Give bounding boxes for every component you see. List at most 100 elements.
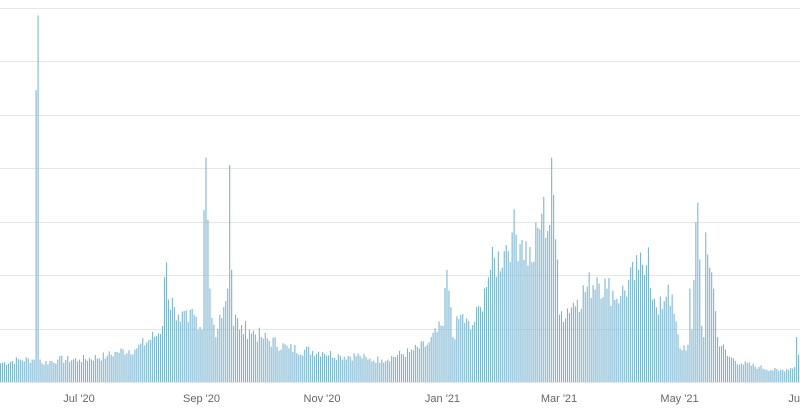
bar — [144, 345, 146, 382]
bar — [201, 329, 203, 382]
bar — [308, 346, 310, 382]
bar — [59, 356, 61, 382]
bar — [768, 371, 770, 382]
bar — [160, 334, 162, 382]
bar — [65, 360, 67, 382]
bar — [414, 344, 416, 382]
bar — [687, 344, 689, 382]
bar — [509, 262, 511, 382]
x-tick-label: Sep '20 — [183, 393, 220, 405]
bar — [37, 15, 39, 382]
bar — [736, 364, 738, 382]
bar — [325, 355, 328, 382]
bar — [177, 314, 179, 382]
bar — [268, 340, 270, 382]
bar — [150, 339, 152, 382]
bar — [480, 307, 482, 382]
bar — [126, 353, 128, 382]
bar — [551, 157, 553, 382]
bar — [237, 318, 239, 382]
bar — [379, 362, 381, 382]
bar — [239, 329, 241, 382]
bar — [231, 269, 233, 382]
bar — [3, 362, 6, 382]
bar — [400, 353, 403, 382]
bar — [146, 342, 148, 382]
bar — [584, 292, 586, 382]
bar — [349, 356, 351, 382]
bar — [223, 307, 225, 382]
bar — [521, 239, 523, 382]
bar — [256, 341, 258, 382]
bar — [29, 362, 31, 382]
bar — [535, 222, 537, 382]
bar — [373, 360, 375, 382]
bar — [525, 241, 527, 382]
x-tick-label: Ju — [788, 393, 800, 405]
bar — [351, 360, 353, 382]
bar — [478, 306, 480, 382]
bar — [337, 354, 339, 382]
bar — [203, 209, 205, 382]
bar — [529, 247, 531, 382]
bar — [468, 321, 470, 382]
bar — [683, 345, 685, 382]
bar — [424, 346, 426, 382]
bar — [440, 325, 442, 382]
bar — [158, 333, 160, 382]
bar — [641, 264, 644, 382]
x-tick-label: Jan '21 — [425, 393, 460, 405]
bar — [722, 344, 725, 382]
bar — [134, 349, 136, 382]
bar — [608, 277, 610, 382]
bar — [11, 361, 13, 382]
bar — [677, 334, 679, 382]
bar — [240, 325, 243, 382]
bar — [264, 332, 266, 382]
bar — [347, 356, 349, 382]
bar — [766, 369, 768, 382]
bar — [102, 352, 104, 382]
bar — [272, 337, 274, 382]
bar — [138, 344, 140, 382]
bar — [748, 362, 750, 382]
bar — [758, 367, 760, 382]
bar — [711, 272, 713, 382]
bar — [381, 359, 383, 382]
x-tick-label: Mar '21 — [541, 393, 577, 405]
bar — [195, 316, 197, 382]
bar — [282, 343, 284, 382]
bar — [292, 352, 294, 382]
bar — [594, 289, 596, 382]
bar — [31, 359, 33, 382]
bar — [280, 349, 282, 382]
bar — [612, 290, 614, 382]
bar — [329, 350, 331, 382]
bar — [288, 348, 290, 382]
bar — [754, 366, 756, 382]
bar — [296, 353, 298, 382]
bar — [663, 301, 665, 382]
bar — [432, 332, 434, 382]
bar — [298, 354, 300, 382]
bar — [784, 371, 786, 382]
bar — [632, 261, 634, 382]
bar — [501, 267, 503, 382]
bar — [695, 222, 697, 382]
bar — [446, 269, 448, 382]
bar — [187, 322, 189, 382]
bar — [75, 358, 77, 382]
bar — [165, 262, 168, 382]
bar — [290, 344, 292, 382]
bar — [598, 283, 600, 382]
bar — [643, 275, 646, 382]
bar — [448, 290, 450, 382]
bar — [590, 297, 592, 382]
bar — [418, 348, 420, 382]
bar — [788, 370, 790, 382]
bar — [578, 311, 580, 382]
bar — [246, 338, 248, 382]
bar — [744, 361, 746, 382]
bar — [318, 351, 320, 382]
bar — [691, 329, 693, 382]
